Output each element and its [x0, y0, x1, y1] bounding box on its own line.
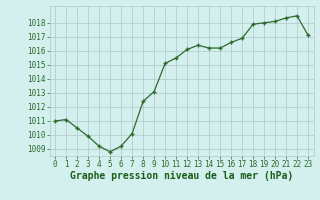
X-axis label: Graphe pression niveau de la mer (hPa): Graphe pression niveau de la mer (hPa): [70, 171, 293, 181]
